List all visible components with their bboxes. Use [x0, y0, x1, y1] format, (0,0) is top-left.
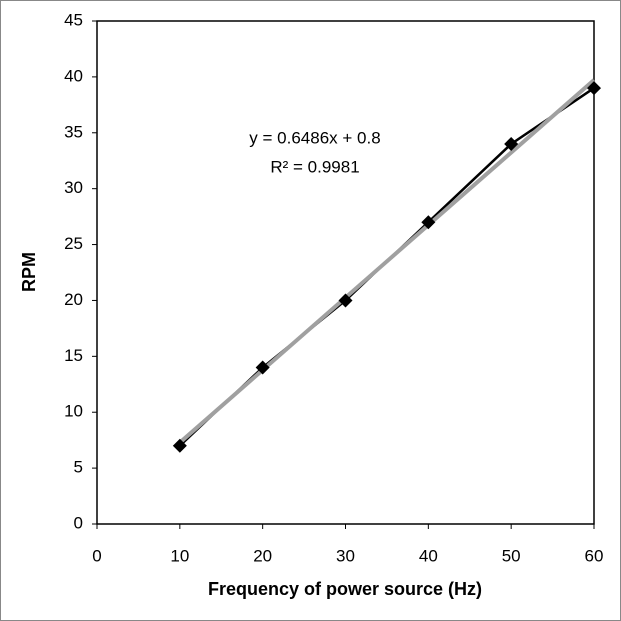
x-axis-title: Frequency of power source (Hz) [208, 579, 482, 599]
marker [338, 293, 353, 308]
x-tick-label: 0 [92, 546, 101, 565]
y-tick-label: 40 [64, 66, 83, 85]
x-tick-label: 30 [336, 546, 355, 565]
x-tick-label: 50 [502, 546, 521, 565]
marker [587, 81, 601, 96]
marker [421, 215, 436, 230]
y-tick-label: 0 [74, 513, 83, 532]
x-tick-label: 40 [419, 546, 438, 565]
y-tick-label: 45 [64, 10, 83, 29]
x-tick-label: 10 [170, 546, 189, 565]
y-tick-label: 25 [64, 234, 83, 253]
x-tick-label: 20 [253, 546, 272, 565]
marker [504, 136, 519, 151]
y-tick-label: 20 [64, 290, 83, 309]
marker [255, 360, 270, 375]
y-tick-label: 35 [64, 122, 83, 141]
trendline [178, 78, 596, 445]
y-tick-label: 5 [74, 458, 83, 477]
y-tick-label: 15 [64, 346, 83, 365]
y-tick-label: 30 [64, 178, 83, 197]
annotation: R² = 0.9981 [270, 157, 359, 176]
y-axis-title: RPM [19, 252, 39, 292]
annotation: y = 0.6486x + 0.8 [249, 128, 380, 147]
marker [172, 438, 187, 453]
y-tick-label: 10 [64, 402, 83, 421]
x-tick-label: 60 [585, 546, 604, 565]
